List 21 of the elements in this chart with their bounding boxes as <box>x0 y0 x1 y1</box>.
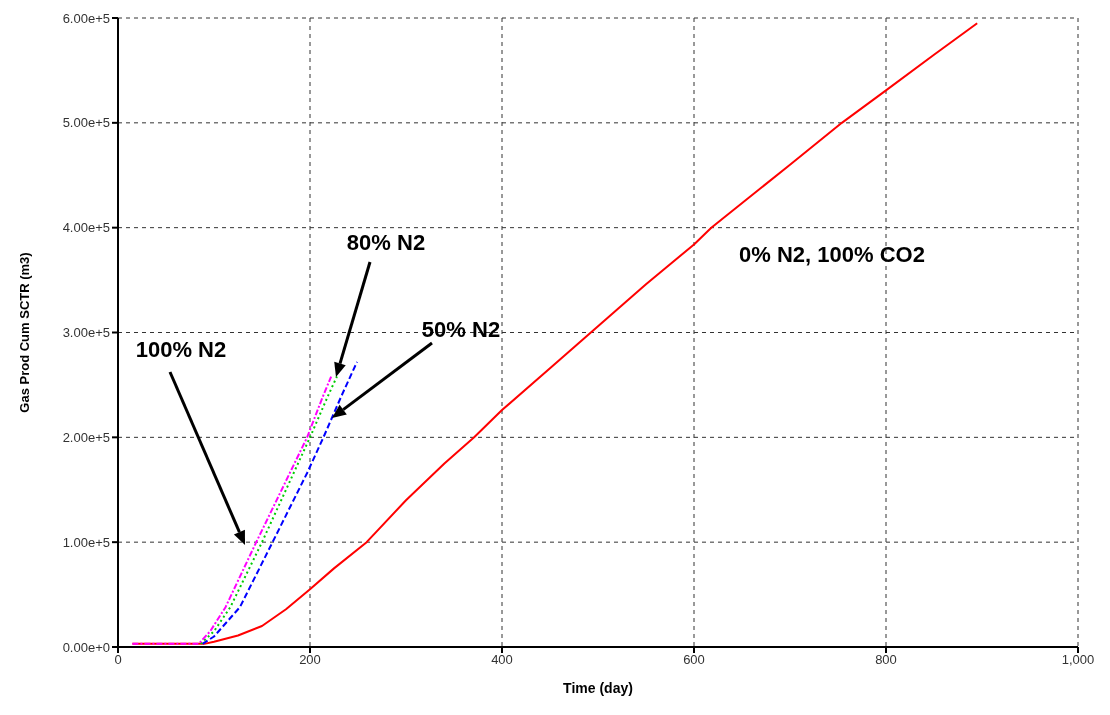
y-tick-label: 0.00e+0 <box>62 639 110 655</box>
line-series <box>131 375 333 645</box>
y-axis-title: Gas Prod Cum SCTR (m3) <box>16 252 32 413</box>
y-tick-label: 3.00e+5 <box>62 325 110 341</box>
x-tick-label: 600 <box>683 652 705 668</box>
annotation: 0% N2, 100% CO2 <box>739 242 925 267</box>
x-tick-label: 1,000 <box>1061 652 1095 668</box>
x-tick-label: 800 <box>875 652 897 668</box>
annotation: 80% N2 <box>346 230 426 255</box>
x-tick-label: 0 <box>114 652 122 668</box>
y-tick-label: 1.00e+5 <box>62 534 110 550</box>
annotation: 100% N2 <box>135 337 227 362</box>
y-tick-label: 6.00e+5 <box>62 10 110 26</box>
y-tick-label: 2.00e+5 <box>62 429 110 445</box>
x-axis-title: Time (day) <box>563 680 633 696</box>
x-tick-label: 200 <box>299 652 321 668</box>
y-tick-label: 4.00e+5 <box>62 220 110 236</box>
line-series <box>201 360 359 645</box>
y-tick-label: 5.00e+5 <box>62 115 110 131</box>
annotation: 50% N2 <box>421 317 501 342</box>
x-tick-label: 400 <box>491 652 513 668</box>
